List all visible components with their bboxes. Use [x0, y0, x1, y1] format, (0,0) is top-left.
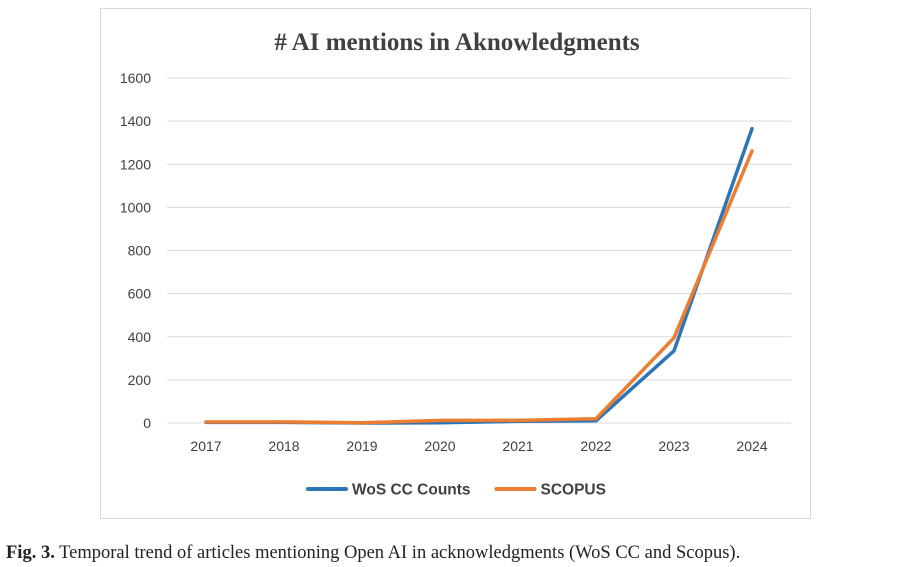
line-chart: # AI mentions in Aknowledgments 0 200 400 6… — [120, 29, 791, 499]
legend: WoS CC Counts SCOPUS — [306, 482, 606, 499]
y-tick-label: 1400 — [120, 113, 151, 129]
x-axis-ticks: 2017 2018 2019 2020 2021 2022 2023 2024 — [190, 438, 767, 454]
y-tick-label: 800 — [128, 243, 152, 259]
series-lines — [204, 126, 754, 425]
figure-caption: Fig. 3. Temporal trend of articles menti… — [6, 543, 911, 564]
x-tick-label: 2021 — [502, 438, 533, 454]
x-tick-label: 2018 — [268, 438, 299, 454]
y-tick-label: 400 — [128, 329, 152, 345]
legend-label: SCOPUS — [541, 482, 606, 499]
legend-item: WoS CC Counts — [306, 482, 471, 499]
y-tick-label: 1600 — [120, 70, 151, 86]
y-tick-label: 1000 — [120, 199, 151, 215]
caption-label: Fig. 3. — [6, 543, 55, 563]
series-line-wos-cc-counts — [204, 126, 754, 425]
legend-label: WoS CC Counts — [352, 482, 471, 499]
y-tick-label: 200 — [128, 372, 152, 388]
y-tick-label: 600 — [128, 286, 152, 302]
x-tick-label: 2019 — [346, 438, 377, 454]
caption-text: Temporal trend of articles mentioning Op… — [59, 543, 741, 563]
x-tick-label: 2022 — [580, 438, 611, 454]
series-line-scopus — [204, 149, 754, 425]
y-tick-label: 1200 — [120, 156, 151, 172]
x-tick-label: 2024 — [736, 438, 767, 454]
x-tick-label: 2023 — [658, 438, 689, 454]
y-axis-ticks: 0 200 400 600 800 1000 1200 1400 1600 — [120, 70, 151, 431]
y-tick-label: 0 — [143, 415, 151, 431]
legend-item: SCOPUS — [494, 482, 606, 499]
chart-title: # AI mentions in Aknowledgments — [274, 29, 640, 56]
gridlines — [167, 77, 791, 424]
x-tick-label: 2020 — [424, 438, 455, 454]
x-tick-label: 2017 — [190, 438, 221, 454]
chart-frame: # AI mentions in Aknowledgments 0 200 400 6… — [100, 8, 811, 519]
